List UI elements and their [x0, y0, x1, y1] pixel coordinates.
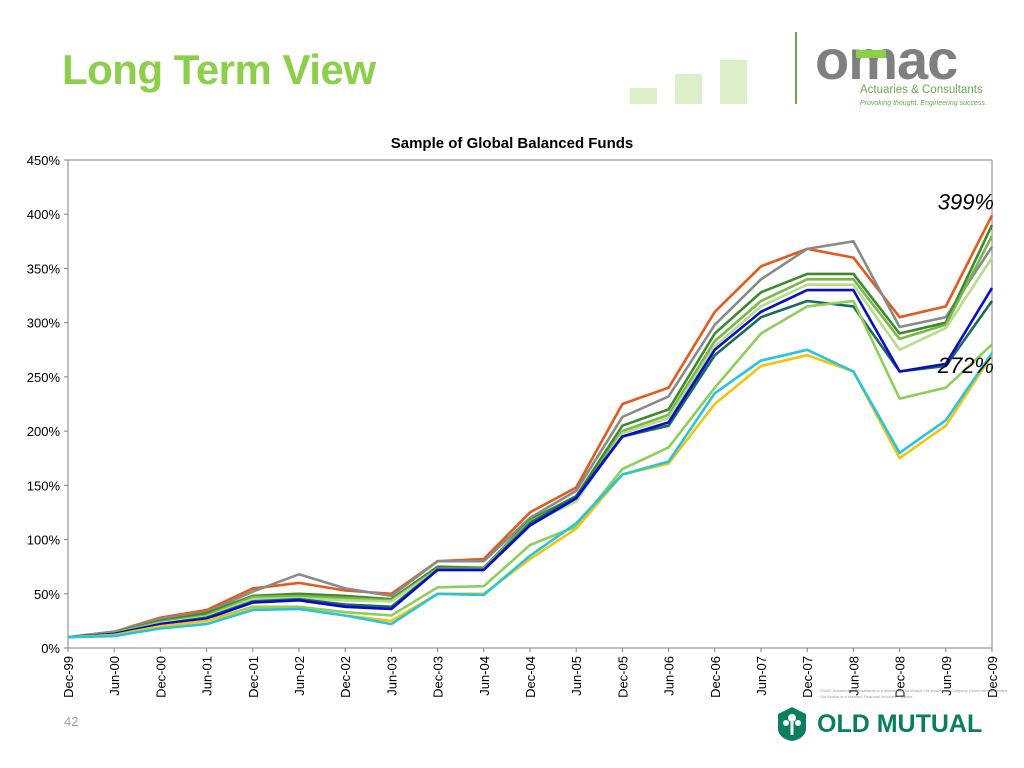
- x-tick-label: Dec-00: [153, 656, 168, 698]
- x-tick-label: Dec-04: [523, 656, 538, 698]
- omac-logo-o: o: [815, 28, 849, 91]
- x-tick-label: Jun-00: [107, 656, 122, 696]
- series-line-7: [67, 287, 994, 639]
- end-value-label: 272%: [937, 353, 994, 378]
- decorative-bar-2: [675, 74, 702, 104]
- x-tick-label: Dec-02: [338, 656, 353, 698]
- x-tick-label: Jun-04: [477, 656, 492, 696]
- chart-title: Sample of Global Balanced Funds: [391, 135, 634, 152]
- x-tick-label: Jun-03: [384, 656, 399, 696]
- y-tick-label: 400%: [27, 207, 61, 222]
- x-tick-label: Jun-08: [846, 656, 861, 696]
- y-tick-label: 350%: [27, 261, 61, 276]
- decorative-bar-1: [630, 88, 657, 104]
- omac-logo-m: m: [848, 28, 898, 91]
- page-number: 42: [64, 714, 79, 729]
- old-mutual-logo: OLD MUTUAL: [775, 706, 982, 742]
- y-tick-label: 100%: [27, 533, 61, 548]
- y-tick-label: 0%: [41, 641, 60, 656]
- x-tick-label: Dec-01: [246, 656, 261, 698]
- y-tick-label: 50%: [34, 587, 60, 602]
- x-tick-label: Dec-06: [708, 656, 723, 698]
- x-tick-label: Dec-99: [61, 656, 76, 698]
- x-tick-label: Jun-07: [754, 656, 769, 696]
- x-tick-label: Jun-06: [662, 656, 677, 696]
- y-tick-label: 250%: [27, 370, 61, 385]
- x-tick-label: Dec-07: [800, 656, 815, 698]
- old-mutual-name: OLD MUTUAL: [817, 709, 983, 738]
- omac-logo-ac: ac: [897, 28, 958, 91]
- x-tick-label: Jun-05: [569, 656, 584, 696]
- series-line-4: [67, 235, 994, 639]
- omac-logo: omac: [815, 28, 958, 91]
- decorative-bar-3: [720, 60, 747, 104]
- series-line-6: [67, 299, 994, 639]
- series-line-10: [67, 348, 994, 639]
- series-line-5: [67, 256, 994, 639]
- series-line-8: [67, 299, 993, 639]
- x-tick-label: Dec-09: [985, 656, 1000, 698]
- slide-title: Long Term View: [62, 46, 376, 93]
- y-tick-label: 150%: [27, 478, 61, 493]
- header-divider: [795, 32, 797, 104]
- x-tick-label: Jun-01: [200, 656, 215, 696]
- y-tick-label: 450%: [27, 153, 61, 168]
- x-tick-label: Dec-08: [893, 656, 908, 698]
- omac-subtitle: Actuaries & Consultants: [860, 84, 983, 96]
- y-tick-label: 300%: [27, 316, 61, 331]
- x-tick-label: Jun-09: [939, 656, 954, 696]
- x-tick-label: Dec-05: [615, 656, 630, 698]
- series-line-9: [67, 353, 994, 639]
- omac-tagline: Provoking thought. Engineering success.: [860, 100, 987, 107]
- x-tick-label: Jun-02: [292, 656, 307, 696]
- series-line-1: [67, 214, 994, 639]
- x-tick-label: Dec-03: [431, 656, 446, 698]
- end-value-label: 399%: [938, 189, 994, 214]
- old-mutual-tree-icon: [778, 707, 806, 741]
- series-line-2: [67, 240, 994, 639]
- y-tick-label: 200%: [27, 424, 61, 439]
- omac-fineprint: OMAC Actuaries & Consultants is a divisi…: [820, 688, 1009, 699]
